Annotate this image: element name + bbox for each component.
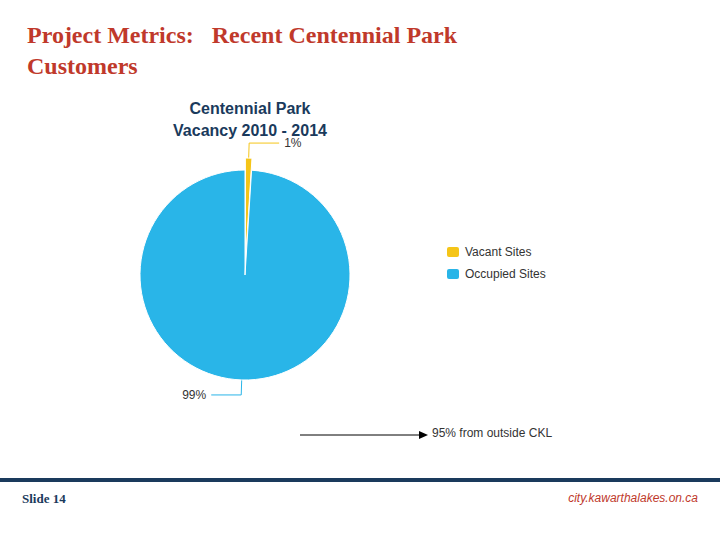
svg-text:95% from outside CKL: 95% from outside CKL [432,426,552,440]
svg-text:Occupied Sites: Occupied Sites [465,267,546,281]
svg-text:city.kawarthalakes.on.ca: city.kawarthalakes.on.ca [568,491,698,505]
svg-text:Customers: Customers [27,53,138,79]
svg-text:Centennial Park: Centennial Park [190,100,311,117]
svg-text:Vacant Sites: Vacant Sites [465,245,531,259]
svg-text:Vacancy 2010 - 2014: Vacancy 2010 - 2014 [173,122,327,139]
svg-text:1%: 1% [284,136,302,151]
svg-text:99%: 99% [182,388,206,402]
svg-text:Slide 14: Slide 14 [22,491,66,506]
svg-text:Project Metrics: Recent Cent: Project Metrics: Recent Centennial Park [27,22,458,48]
